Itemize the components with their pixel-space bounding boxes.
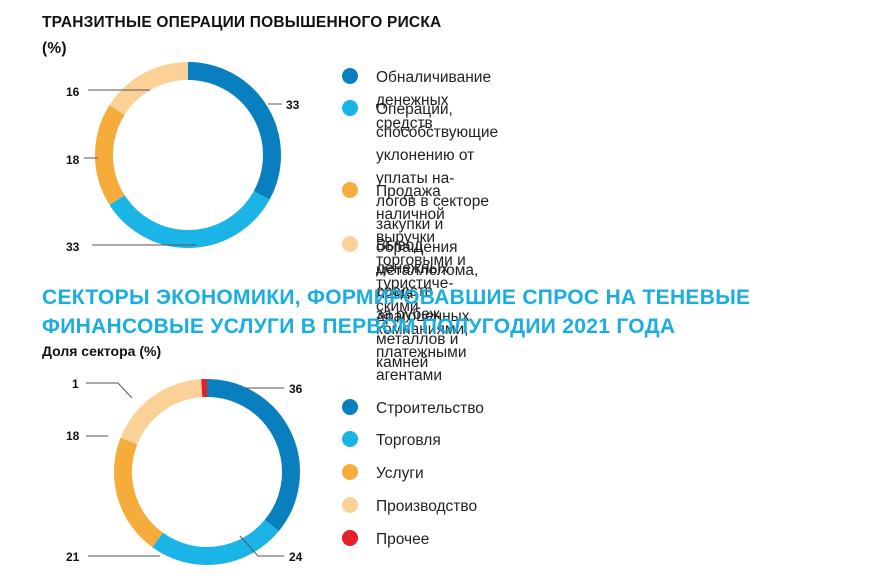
legend-label-line: Вывод денежных средств за рубеж	[376, 237, 449, 323]
legend-swatch	[342, 236, 358, 252]
chart2-legend-item-4: Производство	[342, 495, 477, 518]
chart2-title-line-1: СЕКТОРЫ ЭКОНОМИКИ, ФОРМИРОВАВШИЕ СПРОС Н…	[42, 286, 751, 309]
chart1-value-label-4: 16	[66, 85, 80, 99]
legend-swatch	[342, 497, 358, 513]
chart1-legend-item-2: Операции, способствующие уклонению от уп…	[342, 98, 498, 374]
legend-swatch	[342, 68, 358, 84]
legend-label: Обналичивание денежных средств	[376, 66, 491, 135]
legend-label-line: Продажа наличной выручки торговыми и тур…	[376, 183, 466, 292]
legend-label-line: логов в секторе закупки и обращения мета…	[376, 193, 489, 279]
legend-swatch	[342, 399, 358, 415]
chart2-slice-1	[206, 379, 300, 532]
chart2-legend-item-1: Строительство	[342, 397, 484, 420]
chart2-value-label-5: 1	[72, 377, 79, 391]
legend-swatch	[342, 431, 358, 447]
chart2-leader-5	[86, 382, 133, 399]
chart1-value-label-3: 18	[66, 153, 80, 167]
chart2-legend-item-2: Торговля	[342, 429, 441, 452]
chart2-slice-3	[114, 437, 164, 548]
chart2-legend-item-3: Услуги	[342, 462, 424, 485]
chart1-value-label-1: 33	[286, 98, 300, 112]
chart2-value-label-1: 36	[289, 382, 303, 396]
chart1-value-label-2: 33	[66, 240, 80, 254]
chart1-legend-item-1: Обналичивание денежных средств	[342, 66, 491, 135]
chart1-slice-3	[95, 105, 125, 205]
legend-label: Прочее	[376, 531, 430, 548]
chart2-title-line-2: ФИНАНСОВЫЕ УСЛУГИ В ПЕРВОМ ПОЛУГОДИИ 202…	[42, 315, 676, 338]
legend-swatch	[342, 182, 358, 198]
chart1-title: ТРАНЗИТНЫЕ ОПЕРАЦИИ ПОВЫШЕННОГО РИСКА	[42, 14, 442, 31]
legend-label: Производство	[376, 498, 478, 515]
chart1-slice-2	[109, 190, 270, 248]
chart2-value-label-3: 21	[66, 550, 80, 564]
legend-label-line: лома драгоценных металлов и камней	[376, 285, 470, 371]
legend-label: Строительство	[376, 400, 484, 417]
chart2-subtitle: Доля сектора (%)	[42, 343, 162, 359]
chart1-legend-item-4: Вывод денежных средств за рубеж	[342, 234, 449, 326]
chart2-slice-2	[152, 519, 279, 565]
chart2-value-label-4: 18	[66, 429, 80, 443]
chart1-slice-4	[109, 62, 189, 116]
chart2-slice-4	[120, 379, 203, 445]
chart1-unit: (%)	[42, 40, 67, 57]
legend-label-line: Операции, способствующие уклонению от уп…	[376, 101, 499, 187]
legend-label: Торговля	[376, 432, 441, 449]
legend-swatch	[342, 464, 358, 480]
chart2-legend-item-5: Прочее	[342, 528, 429, 551]
chart1-slice-1	[187, 62, 281, 200]
legend-label-line: скими компаниями, платежными агентами	[376, 298, 469, 384]
chart2-title: СЕКТОРЫ ЭКОНОМИКИ, ФОРМИРОВАВШИЕ СПРОС Н…	[42, 283, 750, 341]
legend-swatch	[342, 530, 358, 546]
legend-label-line: Обналичивание денежных средств	[376, 69, 492, 132]
chart2-leader-2	[239, 535, 284, 557]
legend-label: Продажа наличной выручки торговыми и тур…	[376, 180, 468, 387]
chart2-value-label-2: 24	[289, 550, 303, 564]
legend-label: Услуги	[376, 465, 424, 482]
legend-swatch	[342, 100, 358, 116]
legend-label: Операции, способствующие уклонению от уп…	[376, 98, 498, 374]
legend-label: Вывод денежных средств за рубеж	[376, 234, 449, 326]
chart1-legend-item-3: Продажа наличной выручки торговыми и тур…	[342, 180, 468, 387]
